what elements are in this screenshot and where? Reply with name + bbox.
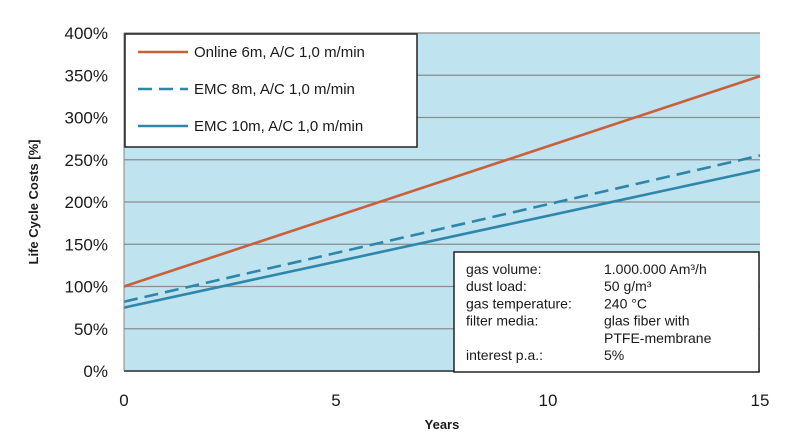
info-value-5: 5% bbox=[604, 347, 624, 363]
y-tick-100: 100% bbox=[65, 278, 108, 297]
info-label-5: interest p.a.: bbox=[466, 347, 543, 363]
y-tick-300: 300% bbox=[65, 109, 108, 128]
x-tick-0: 0 bbox=[119, 391, 128, 410]
info-label-3: filter media: bbox=[466, 313, 538, 329]
info-value-0: 1.000.000 Am³/h bbox=[604, 261, 707, 277]
y-tick-400: 400% bbox=[65, 24, 108, 43]
x-tick-15: 15 bbox=[751, 391, 770, 410]
y-tick-200: 200% bbox=[65, 193, 108, 212]
y-tick-150: 150% bbox=[65, 235, 108, 254]
x-axis-title: Years bbox=[425, 417, 460, 432]
y-tick-50: 50% bbox=[74, 320, 108, 339]
info-value-2: 240 °C bbox=[604, 295, 647, 311]
legend: Online 6m, A/C 1,0 m/min EMC 8m, A/C 1,0 … bbox=[124, 33, 418, 148]
x-tick-10: 10 bbox=[539, 391, 558, 410]
legend-label-2: EMC 10m, A/C 1,0 m/min bbox=[194, 118, 363, 135]
series-line-0 bbox=[123, 74, 761, 288]
info-label-0: gas volume: bbox=[466, 261, 541, 277]
series-line-2 bbox=[123, 168, 761, 309]
series-lines bbox=[123, 74, 761, 309]
y-tick-labels: 0% 50% 100% 150% 200% 250% 300% 350% 400% bbox=[65, 24, 108, 381]
info-label-1: dust load: bbox=[466, 278, 527, 294]
info-value-1: 50 g/m³ bbox=[604, 278, 652, 294]
info-value-3: glas fiber with bbox=[604, 313, 690, 329]
y-axis-title: Life Cycle Costs [%] bbox=[26, 140, 41, 265]
info-box-frame bbox=[453, 251, 760, 373]
info-value-4: PTFE-membrane bbox=[604, 330, 712, 346]
y-tick-350: 350% bbox=[65, 66, 108, 85]
series-line-1 bbox=[123, 154, 761, 303]
y-tick-250: 250% bbox=[65, 151, 108, 170]
x-tick-5: 5 bbox=[331, 391, 340, 410]
legend-label-1: EMC 8m, A/C 1,0 m/min bbox=[194, 81, 355, 98]
legend-label-0: Online 6m, A/C 1,0 m/min bbox=[194, 44, 365, 61]
info-label-2: gas temperature: bbox=[466, 295, 572, 311]
y-tick-0: 0% bbox=[83, 362, 108, 381]
parameter-info-box: gas volume: 1.000.000 Am³/h dust load: 50 g… bbox=[453, 251, 760, 373]
x-tick-labels: 0 5 10 15 bbox=[119, 391, 769, 410]
